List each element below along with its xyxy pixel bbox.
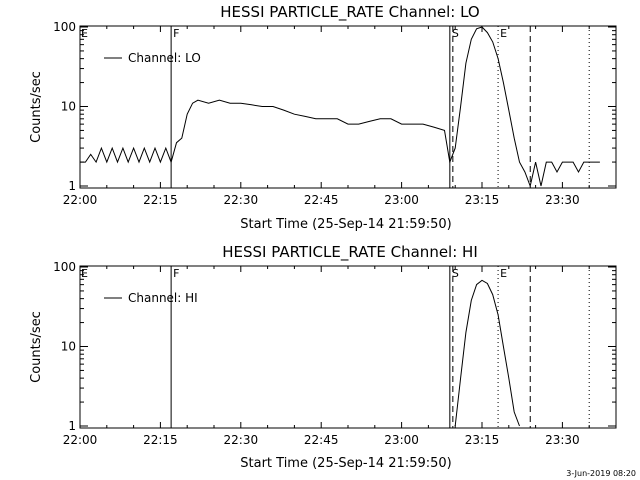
event-marker-label: E — [500, 267, 507, 280]
chart-title: HESSI PARTICLE_RATE Channel: LO — [220, 3, 479, 22]
x-axis-label: Start Time (25-Sep-14 21:59:50) — [240, 456, 451, 471]
x-tick-label: 23:30 — [545, 193, 580, 207]
y-tick-label: 100 — [53, 20, 76, 34]
y-tick-label: 10 — [61, 100, 76, 114]
x-tick-label: 22:15 — [143, 433, 178, 447]
panel-lo: HESSI PARTICLE_RATE Channel: LO Counts/s… — [29, 3, 617, 232]
event-marker-label: F — [173, 27, 179, 40]
x-tick-label: 23:30 — [545, 433, 580, 447]
x-tick-label: 23:15 — [465, 433, 500, 447]
y-tick-label: 1 — [68, 179, 76, 193]
y-axis-label: Counts/sec — [29, 71, 44, 143]
event-marker-label: F — [173, 267, 179, 280]
edge-marker-label: E — [81, 267, 88, 280]
x-tick-label: 22:00 — [63, 433, 98, 447]
x-tick-label: 22:00 — [63, 193, 98, 207]
x-tick-label: 22:30 — [224, 193, 259, 207]
x-tick-label: 22:15 — [143, 193, 178, 207]
y-tick-label: 1 — [68, 419, 76, 433]
x-tick-label: 23:00 — [384, 193, 419, 207]
panel-hi: HESSI PARTICLE_RATE Channel: HI Counts/s… — [29, 243, 617, 471]
legend-label: Channel: LO — [128, 51, 201, 65]
event-marker-label: E — [500, 27, 507, 40]
legend-label: Channel: HI — [128, 291, 198, 305]
event-marker-label: S — [452, 27, 459, 40]
x-tick-label: 22:45 — [304, 193, 339, 207]
x-axis-label: Start Time (25-Sep-14 21:59:50) — [240, 217, 451, 232]
series-line — [80, 26, 600, 188]
y-tick-label: 100 — [53, 260, 76, 274]
x-tick-label: 22:45 — [304, 433, 339, 447]
edge-marker-label: E — [81, 27, 88, 40]
y-axis-label: Counts/sec — [29, 311, 44, 383]
chart-title: HESSI PARTICLE_RATE Channel: HI — [222, 243, 478, 262]
y-tick-label: 10 — [61, 340, 76, 354]
series-line — [454, 279, 520, 427]
event-marker-label: S — [452, 267, 459, 280]
x-tick-label: 23:00 — [384, 433, 419, 447]
x-tick-label: 22:30 — [224, 433, 259, 447]
footer-timestamp: 3-Jun-2019 08:20 — [566, 469, 636, 478]
x-tick-label: 23:15 — [465, 193, 500, 207]
